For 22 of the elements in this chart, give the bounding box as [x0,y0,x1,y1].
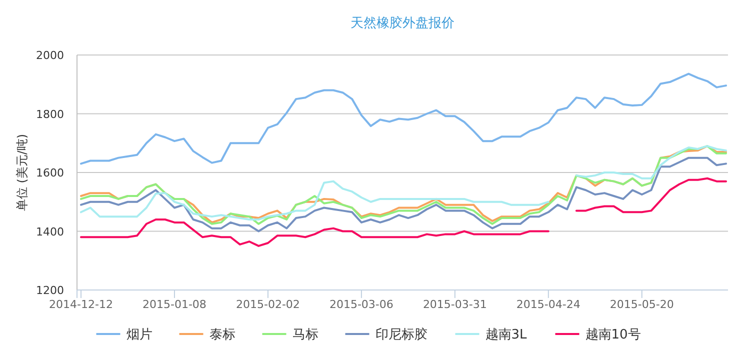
legend-label: 越南3L [485,328,528,342]
legend-label: 越南10号 [585,328,641,342]
x-tick-label: 2015-03-31 [422,298,487,311]
x-tick-label: 2015-04-24 [516,298,580,311]
legend-label: 马标 [292,328,318,342]
x-tick-label: 2015-01-08 [142,298,206,311]
y-tick-label: 1200 [36,284,64,297]
legend-label: 泰标 [209,328,236,342]
line-series [80,72,727,165]
y-axis-title: 单位 (美元/吨) [15,134,29,212]
line-series [80,156,727,232]
x-tick-label: 2014-12-12 [49,298,113,311]
legend-label: 印尼标胶 [375,328,428,342]
x-tick-label: 2015-02-02 [236,298,300,311]
chart-title: 天然橡胶外盘报价 [350,16,454,31]
y-tick-label: 2000 [36,49,64,62]
x-tick-label: 2015-05-20 [610,298,674,311]
y-tick-label: 1400 [36,225,64,238]
y-tick-label: 1800 [36,108,64,121]
y-tick-label: 1600 [36,166,64,180]
legend-label: 烟片 [126,328,152,342]
x-tick-label: 2015-03-06 [329,298,394,311]
